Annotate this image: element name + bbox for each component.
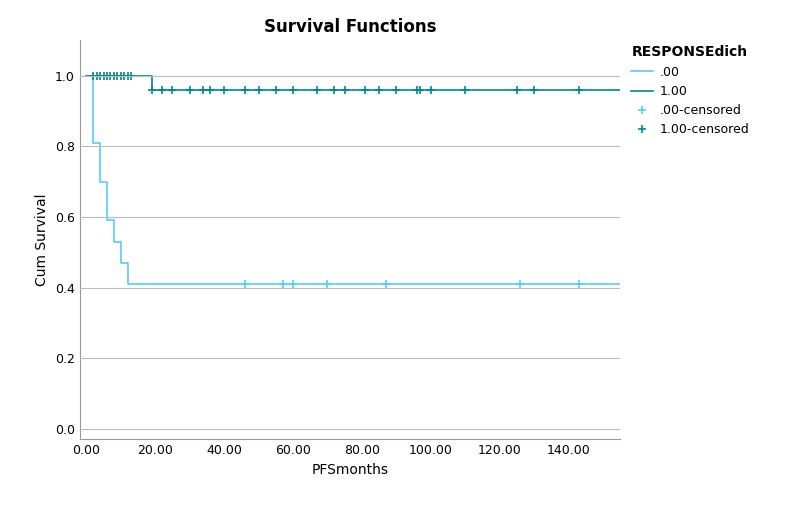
Y-axis label: Cum Survival: Cum Survival [35,193,49,286]
X-axis label: PFSmonths: PFSmonths [312,463,388,477]
Title: Survival Functions: Survival Functions [264,18,436,36]
Legend: .00, 1.00, .00-censored, 1.00-censored: .00, 1.00, .00-censored, 1.00-censored [626,40,754,141]
